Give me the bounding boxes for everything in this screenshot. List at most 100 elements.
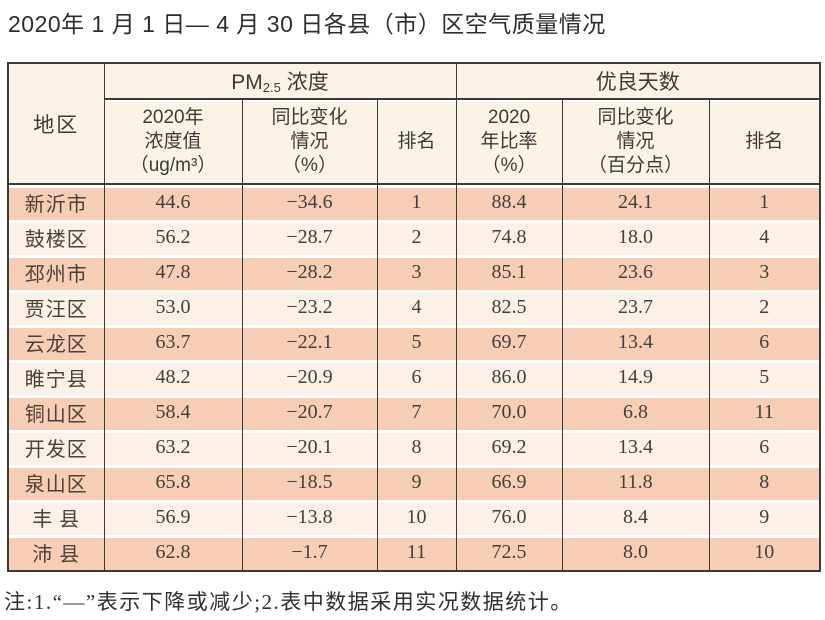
days-change-cell: 18.0 xyxy=(561,220,710,255)
days-change-cell: 13.4 xyxy=(561,325,710,360)
region-cell: 开发区 xyxy=(7,430,105,465)
pm-change-cell: −13.8 xyxy=(241,500,378,535)
page-title: 2020年 1 月 1 日— 4 月 30 日各县（市）区空气质量情况 xyxy=(8,11,606,37)
region-cell: 泉山区 xyxy=(7,465,105,500)
days-change-cell: 8.4 xyxy=(561,500,710,535)
days-ratio-cell: 76.0 xyxy=(455,500,563,535)
pm-value-cell: 56.9 xyxy=(103,500,243,535)
footnote: 注:1.“—”表示下降或减少;2.表中数据采用实况数据统计。 xyxy=(4,590,573,614)
pm25-label-suffix: 浓度 xyxy=(280,71,329,94)
days-rank-cell: 2 xyxy=(708,290,821,325)
days-rank-cell: 10 xyxy=(708,535,821,571)
days-change-cell: 24.1 xyxy=(561,184,710,220)
days-rank-cell: 6 xyxy=(708,325,821,360)
table-row: 泉山区 65.8 −18.5 9 66.9 11.8 8 xyxy=(7,465,821,500)
pm-value-header: 2020年 浓度值 （ug/m³） xyxy=(103,99,243,185)
pm-rank-cell: 10 xyxy=(376,500,457,535)
region-cell: 沛 县 xyxy=(7,535,105,571)
pm-rank-cell: 7 xyxy=(376,395,457,430)
air-quality-table: 地区 PM2.5 浓度 优良天数 2020年 浓度值 （ug/m³） 同比变化 … xyxy=(7,62,822,572)
days-ratio-cell: 69.2 xyxy=(455,430,563,465)
table-body: 新沂市 44.6 −34.6 1 88.4 24.1 1 鼓楼区 56.2 −2… xyxy=(7,184,821,571)
region-cell: 新沂市 xyxy=(7,184,105,220)
days-ratio-cell: 72.5 xyxy=(455,535,563,571)
days-ratio-cell: 88.4 xyxy=(455,184,563,220)
table-row: 邳州市 47.8 −28.2 3 85.1 23.6 3 xyxy=(7,255,821,290)
days-rank-cell: 8 xyxy=(708,465,821,500)
days-ratio-cell: 70.0 xyxy=(455,395,563,430)
pm-value-cell: 62.8 xyxy=(103,535,243,571)
region-column-header: 地区 xyxy=(7,63,105,185)
pm-value-cell: 47.8 xyxy=(103,255,243,290)
days-ratio-cell: 85.1 xyxy=(455,255,563,290)
table-row: 开发区 63.2 −20.1 8 69.2 13.4 6 xyxy=(7,430,821,465)
pm-rank-cell: 4 xyxy=(376,290,457,325)
region-cell: 睢宁县 xyxy=(7,360,105,395)
pm-rank-cell: 8 xyxy=(376,430,457,465)
region-cell: 铜山区 xyxy=(7,395,105,430)
pm-change-cell: −20.9 xyxy=(241,360,378,395)
days-change-cell: 6.8 xyxy=(561,395,710,430)
pm-value-cell: 56.2 xyxy=(103,220,243,255)
table-row: 铜山区 58.4 −20.7 7 70.0 6.8 11 xyxy=(7,395,821,430)
pm-change-cell: −22.1 xyxy=(241,325,378,360)
pm25-group-header: PM2.5 浓度 xyxy=(103,63,457,100)
pm-change-cell: −18.5 xyxy=(241,465,378,500)
pm-value-cell: 58.4 xyxy=(103,395,243,430)
region-cell: 云龙区 xyxy=(7,325,105,360)
table-header: 地区 PM2.5 浓度 优良天数 2020年 浓度值 （ug/m³） 同比变化 … xyxy=(7,63,821,185)
days-change-cell: 23.7 xyxy=(561,290,710,325)
days-rank-cell: 5 xyxy=(708,360,821,395)
group-header-row: 地区 PM2.5 浓度 优良天数 xyxy=(7,63,821,185)
pm-value-cell: 65.8 xyxy=(103,465,243,500)
days-rank-cell: 11 xyxy=(708,395,821,430)
pm-rank-cell: 1 xyxy=(376,184,457,220)
pm-value-cell: 63.2 xyxy=(103,430,243,465)
pm-value-cell: 53.0 xyxy=(103,290,243,325)
days-ratio-cell: 69.7 xyxy=(455,325,563,360)
table-row: 新沂市 44.6 −34.6 1 88.4 24.1 1 xyxy=(7,184,821,220)
days-rank-cell: 9 xyxy=(708,500,821,535)
days-change-header: 同比变化 情况 （百分点） xyxy=(561,99,710,185)
table-row: 鼓楼区 56.2 −28.7 2 74.8 18.0 4 xyxy=(7,220,821,255)
sub-header-row: 2020年 浓度值 （ug/m³） 同比变化 情况 （%） 排名 2020 年比… xyxy=(8,99,821,185)
good-days-group-header: 优良天数 xyxy=(455,63,821,100)
pm-rank-cell: 6 xyxy=(376,360,457,395)
days-change-cell: 11.8 xyxy=(561,465,710,500)
pm-value-cell: 63.7 xyxy=(103,325,243,360)
pm-value-cell: 44.6 xyxy=(103,184,243,220)
days-rank-cell: 4 xyxy=(708,220,821,255)
pm-rank-cell: 9 xyxy=(376,465,457,500)
days-ratio-cell: 66.9 xyxy=(455,465,563,500)
pm-rank-cell: 11 xyxy=(376,535,457,571)
pm-rank-cell: 2 xyxy=(376,220,457,255)
days-ratio-header: 2020 年比率 （%） xyxy=(455,99,563,185)
region-cell: 邳州市 xyxy=(7,255,105,290)
days-change-cell: 8.0 xyxy=(561,535,710,571)
pm-change-header: 同比变化 情况 （%） xyxy=(241,99,378,185)
pm-change-cell: −1.7 xyxy=(241,535,378,571)
pm-change-cell: −20.7 xyxy=(241,395,378,430)
days-rank-header: 排名 xyxy=(708,99,821,185)
region-cell: 贾汪区 xyxy=(7,290,105,325)
table-row: 睢宁县 48.2 −20.9 6 86.0 14.9 5 xyxy=(7,360,821,395)
pm-change-cell: −28.2 xyxy=(241,255,378,290)
table-row: 沛 县 62.8 −1.7 11 72.5 8.0 10 xyxy=(7,535,821,571)
page: 2020年 1 月 1 日— 4 月 30 日各县（市）区空气质量情况 地区 P… xyxy=(0,9,825,620)
pm-change-cell: −20.1 xyxy=(241,430,378,465)
table-row: 云龙区 63.7 −22.1 5 69.7 13.4 6 xyxy=(7,325,821,360)
pm25-label-subscript: 2.5 xyxy=(262,80,281,95)
days-change-cell: 14.9 xyxy=(561,360,710,395)
region-cell: 丰 县 xyxy=(7,500,105,535)
pm-change-cell: −23.2 xyxy=(241,290,378,325)
days-ratio-cell: 74.8 xyxy=(455,220,563,255)
days-ratio-cell: 82.5 xyxy=(455,290,563,325)
region-cell: 鼓楼区 xyxy=(7,220,105,255)
pm-rank-header: 排名 xyxy=(376,99,457,185)
pm-change-cell: −34.6 xyxy=(241,184,378,220)
pm25-label-prefix: PM xyxy=(231,71,263,94)
pm-rank-cell: 5 xyxy=(376,325,457,360)
days-change-cell: 13.4 xyxy=(561,430,710,465)
days-rank-cell: 6 xyxy=(708,430,821,465)
days-ratio-cell: 86.0 xyxy=(455,360,563,395)
